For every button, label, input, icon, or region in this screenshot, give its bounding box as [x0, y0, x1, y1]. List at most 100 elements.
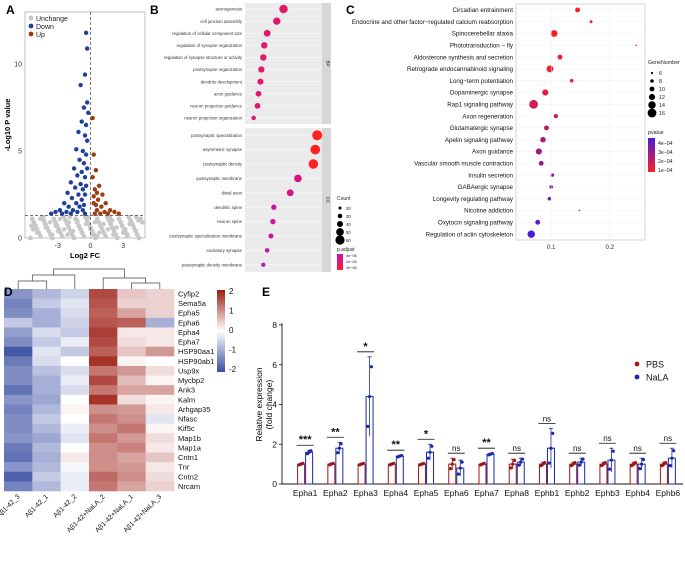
unchange-point — [92, 220, 98, 225]
down-point — [80, 187, 86, 192]
heatmap-cell — [89, 462, 118, 473]
heatmap-cell — [4, 385, 33, 396]
go-term-dot — [263, 29, 271, 37]
heatmap-cell — [60, 442, 90, 453]
go-term-dot — [294, 174, 302, 183]
pbs-bar — [569, 463, 578, 485]
heatmap-cell — [89, 394, 118, 405]
nala-point — [668, 464, 672, 468]
unchange-point — [43, 225, 48, 230]
down-point — [76, 129, 81, 135]
kegg-plot-area — [515, 3, 646, 241]
heatmap-cell — [60, 289, 90, 299]
pbs-point — [448, 466, 453, 471]
heatmap-cell — [32, 452, 61, 463]
count-legend-dot — [335, 235, 345, 245]
heatmap-cell — [145, 414, 175, 424]
legend-label: Down — [36, 24, 54, 31]
heatmap-cell — [60, 471, 90, 482]
pathway-label: Regulation of actin cytoskeleton — [426, 231, 514, 238]
up-point — [98, 211, 103, 216]
heatmap-cell — [117, 346, 146, 357]
go-term-dot — [251, 115, 256, 121]
pbs-bar — [629, 463, 638, 485]
nala-point — [670, 456, 674, 460]
go-term-label: regulation of synapse organization — [177, 43, 243, 48]
heatmap-row-label: Mycbp2 — [178, 376, 204, 385]
down-point — [53, 209, 58, 215]
pbs-bar — [297, 463, 306, 485]
nala-point — [366, 424, 370, 428]
down-point — [59, 211, 65, 216]
heatmap-cell — [89, 356, 118, 367]
significance-label: *** — [299, 434, 313, 446]
dendrogram-branch — [17, 280, 47, 289]
down-point — [77, 204, 82, 209]
unchange-point — [49, 235, 55, 241]
go-term-label: postsynaptic density membrane — [182, 262, 243, 267]
facet-strip — [322, 3, 331, 124]
unchange-point — [62, 227, 67, 232]
heatmap-cell — [145, 308, 175, 319]
y-tick-label: 2 — [272, 439, 277, 449]
colorbar-tick-label: -1 — [229, 346, 237, 355]
nala-point — [577, 463, 581, 467]
pbs-bar — [478, 463, 487, 485]
category-label: Epha1 — [293, 488, 318, 498]
pathway-dot — [557, 54, 563, 60]
heatmap-cell — [60, 346, 90, 357]
heatmap-cell — [32, 365, 61, 376]
pvalue-colorbar — [648, 138, 655, 172]
down-point — [64, 209, 69, 215]
heatmap-cell — [117, 356, 146, 367]
go-term-dot — [264, 248, 270, 253]
nala-point — [608, 467, 612, 471]
category-label: Ephb2 — [565, 488, 590, 498]
nala-point — [426, 456, 430, 460]
go-term-dot — [254, 102, 261, 109]
nala-point — [400, 453, 404, 458]
heatmap-cell — [89, 365, 118, 376]
heatmap-cell — [32, 471, 61, 482]
heatmap-cell — [145, 452, 175, 463]
unchange-point — [96, 230, 102, 235]
heatmap-cell — [4, 462, 33, 473]
heatmap-cell — [32, 298, 61, 309]
heatmap-cell — [60, 404, 90, 415]
legend-swatch — [28, 31, 34, 37]
pbs-bar — [659, 463, 668, 485]
go-term-label: distal axon — [221, 190, 242, 195]
unchange-point — [139, 219, 145, 225]
x-axis-label: Log2 FC — [70, 251, 101, 260]
pbs-point — [543, 461, 547, 465]
down-point — [81, 202, 87, 208]
go-term-label: neuron spine — [217, 219, 242, 224]
heatmap-cell — [117, 308, 146, 319]
heatmap-cell — [4, 423, 33, 434]
unchange-point — [110, 218, 115, 223]
unchange-point — [75, 218, 80, 223]
heatmap-cell — [4, 414, 33, 424]
genenumber-legend-title: GeneNumber — [648, 60, 680, 66]
pathway-dot — [589, 20, 593, 24]
heatmap-row-label: Kalm — [178, 395, 195, 404]
nala-point — [611, 449, 615, 453]
count-legend-label: 30 — [346, 214, 351, 219]
heatmap-cell — [32, 308, 61, 319]
go-term-label: excitatory synapse — [206, 248, 242, 253]
down-point — [78, 82, 83, 88]
pbs-point — [603, 461, 607, 465]
heatmap-cell — [117, 375, 146, 386]
heatmap-cell — [32, 481, 61, 492]
down-point — [69, 195, 75, 201]
down-point — [66, 204, 71, 209]
heatmap-cell — [60, 375, 90, 386]
heatmap-row-label: Cntn1 — [178, 453, 198, 462]
down-point — [84, 46, 90, 51]
heatmap-cell — [60, 327, 90, 338]
pvalue-legend-label: 3e−04 — [658, 150, 673, 156]
pathway-dot — [546, 65, 554, 73]
unchange-point — [125, 232, 130, 237]
up-point — [96, 183, 102, 189]
go-term-label: axon guidance — [214, 91, 243, 96]
